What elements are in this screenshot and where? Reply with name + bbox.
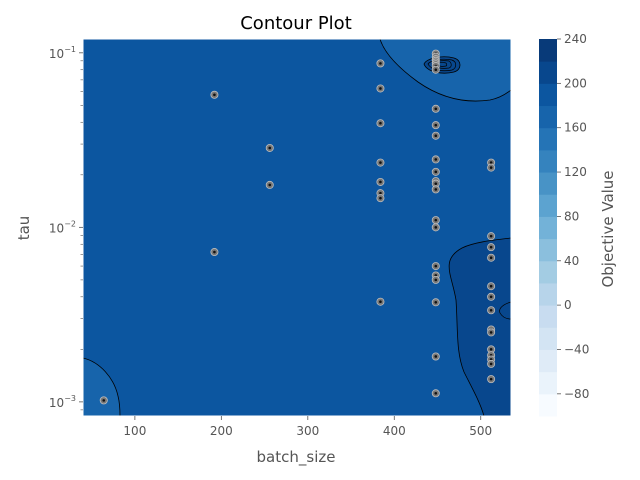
trial-point-core-25: [434, 170, 438, 174]
colorbar-band-2: [539, 349, 557, 373]
trial-point-core-31: [434, 264, 438, 268]
colorbar-tick-label-0: −80: [564, 387, 589, 401]
colorbar-band-16: [539, 39, 557, 62]
x-tick-label-0: 100: [123, 424, 146, 438]
x-axis-label: batch_size: [257, 448, 336, 467]
x-tick-label-1: 200: [210, 424, 233, 438]
trial-point-core-28: [434, 188, 438, 191]
colorbar-band-7: [539, 238, 557, 262]
contour-ring-peak-3: [435, 61, 448, 67]
trial-point-core-44: [489, 308, 493, 312]
trial-point-core-2: [213, 250, 216, 254]
colorbar-tick-label-6: 160: [564, 121, 587, 135]
trial-point-core-24: [434, 158, 438, 161]
trial-points: [99, 49, 496, 405]
trial-point-core-22: [434, 123, 438, 127]
trial-point-core-8: [379, 161, 382, 164]
trial-point-core-50: [489, 362, 493, 366]
x-axis: 100 200 300 400 500: [123, 416, 492, 438]
trial-point-core-4: [268, 183, 272, 187]
colorbar-tick-label-1: −40: [564, 342, 589, 356]
y-axis-label: tau: [15, 216, 33, 241]
trial-point-core-46: [489, 331, 493, 334]
colorbar-band-4: [539, 305, 557, 328]
trial-point-core-27: [434, 182, 438, 185]
trial-point-core-36: [434, 391, 438, 395]
colorbar-tick-label-7: 200: [564, 76, 587, 90]
trial-point-core-33: [434, 278, 438, 282]
trial-point-core-0: [102, 399, 106, 402]
trial-point-core-23: [434, 134, 438, 138]
colorbar-tick-label-8: 240: [564, 32, 587, 46]
trial-point-core-20: [434, 68, 438, 72]
colorbar-tick-label-3: 40: [564, 254, 579, 268]
colorbar-tick-label-4: 80: [564, 209, 579, 223]
y-tick-label-1: 10−2: [49, 219, 76, 235]
trial-point-core-38: [489, 166, 493, 169]
colorbar-tick-label-2: 0: [564, 298, 572, 312]
trial-point-core-41: [489, 256, 493, 260]
trial-point-core-37: [489, 161, 493, 164]
contour-ring-bottom-right: [499, 301, 511, 320]
trial-point-core-30: [434, 226, 438, 229]
colorbar-label: Objective Value: [599, 170, 617, 287]
trial-point-core-11: [379, 196, 382, 200]
colorbar-band-8: [539, 216, 557, 240]
colorbar-band-11: [539, 149, 557, 173]
colorbar-band-1: [539, 371, 557, 395]
trial-point-core-42: [489, 284, 493, 288]
colorbar-tick-label-5: 120: [564, 165, 587, 179]
trial-point-core-7: [379, 121, 382, 125]
plot-area: [83, 39, 511, 416]
trial-point-core-5: [379, 62, 382, 65]
y-tick-label-2: 10−1: [49, 45, 76, 61]
trial-point-core-21: [434, 107, 438, 111]
x-tick-label-4: 500: [469, 424, 492, 438]
colorbar-band-5: [539, 282, 557, 306]
trial-point-core-10: [379, 191, 382, 195]
y-tick-label-0: 10−3: [49, 394, 76, 410]
colorbar-band-9: [539, 194, 557, 217]
colorbar-band-12: [539, 127, 557, 151]
colorbar-band-15: [539, 61, 557, 84]
trial-point-core-12: [379, 300, 382, 303]
trial-point-core-1: [213, 93, 216, 97]
trial-point-core-6: [379, 87, 382, 90]
colorbar: −80 −40 0 40 80 120 160 200 240: [539, 32, 589, 417]
trial-point-core-3: [268, 146, 272, 150]
trial-point-core-51: [489, 377, 493, 381]
trial-point-core-40: [489, 245, 493, 249]
trial-point-core-9: [379, 180, 382, 184]
trial-point-core-39: [489, 234, 493, 238]
colorbar-band-13: [539, 105, 557, 129]
chart-title: Contour Plot: [240, 13, 352, 34]
trial-point-core-43: [489, 295, 493, 299]
y-axis: 10−3 10−2 10−1: [49, 45, 83, 411]
colorbar-band-6: [539, 260, 557, 284]
trial-point-core-35: [434, 355, 438, 358]
colorbar-band-10: [539, 172, 557, 195]
x-tick-label-3: 400: [383, 424, 406, 438]
x-tick-label-2: 300: [296, 424, 319, 438]
contour-region-bottom-right: [448, 237, 511, 416]
colorbar-band-14: [539, 83, 557, 107]
trial-point-core-47: [489, 348, 493, 351]
colorbar-band-0: [539, 393, 557, 417]
contour-region-bottom-left: [83, 357, 121, 416]
colorbar-band-3: [539, 327, 557, 350]
trial-point-core-29: [434, 218, 438, 222]
trial-point-core-34: [434, 301, 438, 304]
